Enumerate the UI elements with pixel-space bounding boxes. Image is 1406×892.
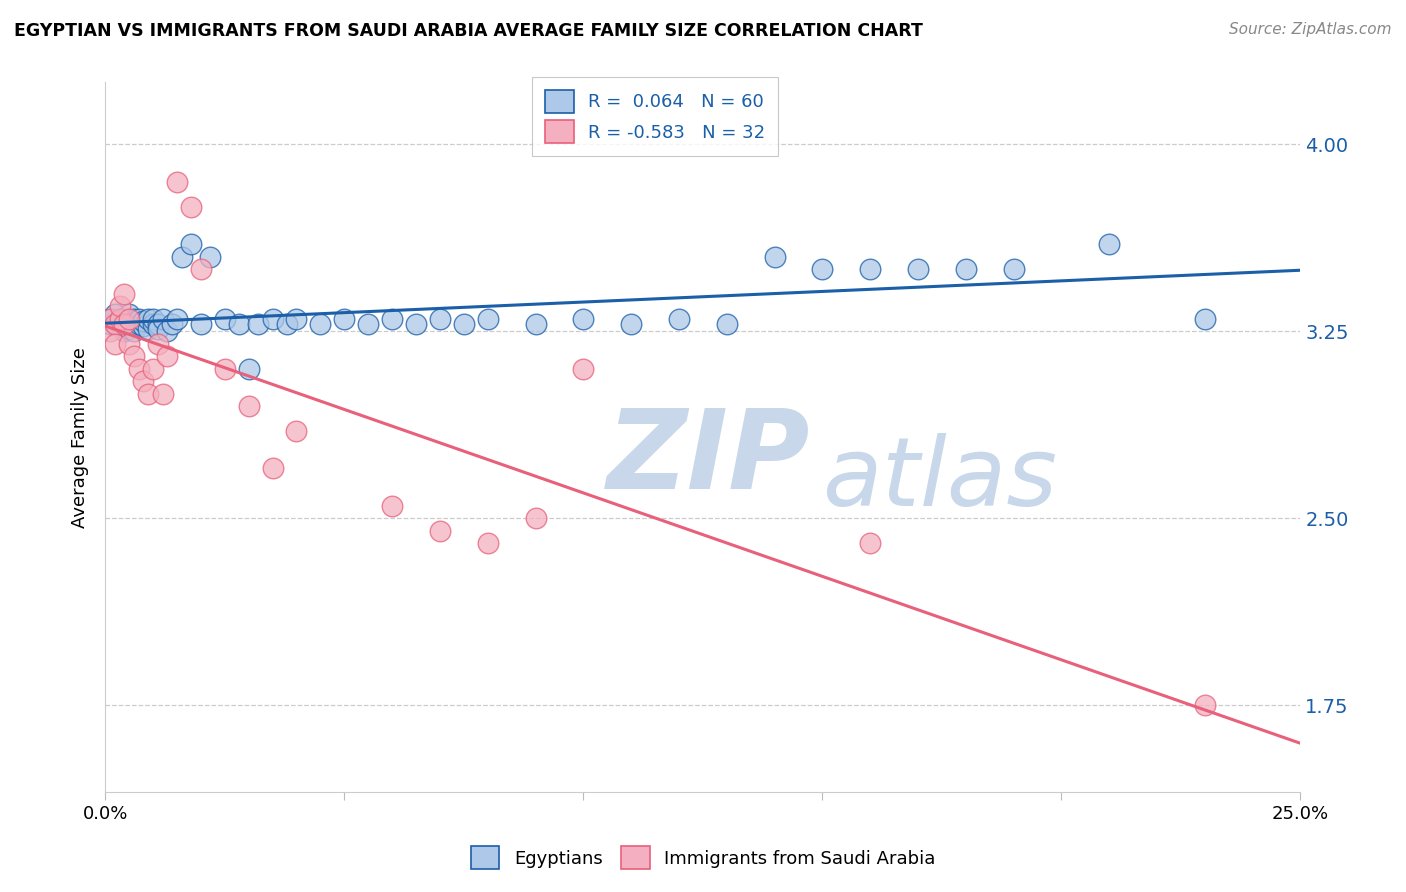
Point [429, 311, 451, 326]
Point [136, 311, 159, 326]
Point [132, 314, 155, 328]
Point [180, 237, 202, 252]
Point [572, 311, 595, 326]
Point [104, 336, 127, 351]
Point [122, 349, 145, 363]
Text: Source: ZipAtlas.com: Source: ZipAtlas.com [1229, 22, 1392, 37]
Point [214, 311, 236, 326]
Point [118, 307, 141, 321]
Point [477, 311, 499, 326]
Point [108, 317, 131, 331]
Point [716, 317, 738, 331]
Point [146, 322, 169, 336]
Point [166, 311, 188, 326]
Point [811, 262, 834, 277]
Point [170, 250, 193, 264]
Point [1194, 311, 1216, 326]
Point [118, 336, 141, 351]
Point [142, 311, 165, 326]
Point [620, 317, 643, 331]
Point [112, 287, 135, 301]
Point [955, 262, 977, 277]
Point [405, 317, 427, 331]
Point [247, 317, 270, 331]
Point [285, 424, 308, 438]
Point [1098, 237, 1121, 252]
Text: EGYPTIAN VS IMMIGRANTS FROM SAUDI ARABIA AVERAGE FAMILY SIZE CORRELATION CHART: EGYPTIAN VS IMMIGRANTS FROM SAUDI ARABIA… [14, 22, 922, 40]
Y-axis label: Average Family Size: Average Family Size [72, 347, 89, 528]
Point [572, 361, 595, 376]
Point [381, 499, 404, 513]
Point [238, 399, 260, 413]
Point [142, 317, 165, 331]
Point [128, 317, 150, 331]
Point [108, 300, 131, 314]
Point [112, 324, 135, 338]
Point [276, 317, 298, 331]
Point [108, 311, 131, 326]
Point [309, 317, 332, 331]
Point [122, 324, 145, 338]
Legend: R =  0.064   N = 60, R = -0.583   N = 32: R = 0.064 N = 60, R = -0.583 N = 32 [531, 77, 778, 156]
Point [668, 311, 690, 326]
Text: atlas: atlas [823, 434, 1057, 526]
Point [214, 361, 236, 376]
Point [146, 317, 169, 331]
Point [156, 324, 179, 338]
Point [152, 311, 174, 326]
Point [112, 311, 135, 326]
Point [132, 374, 155, 388]
Point [152, 386, 174, 401]
Point [122, 311, 145, 326]
Point [98, 324, 121, 338]
Point [1194, 698, 1216, 712]
Point [104, 317, 127, 331]
Point [262, 311, 284, 326]
Point [98, 317, 121, 331]
Point [136, 322, 159, 336]
Point [333, 311, 356, 326]
Point [859, 536, 882, 550]
Point [285, 311, 308, 326]
Point [136, 386, 159, 401]
Point [160, 317, 183, 331]
Point [524, 511, 547, 525]
Point [228, 317, 250, 331]
Point [429, 524, 451, 538]
Point [132, 319, 155, 334]
Point [453, 317, 475, 331]
Point [763, 250, 786, 264]
Point [112, 317, 135, 331]
Point [190, 262, 212, 277]
Point [357, 317, 380, 331]
Point [262, 461, 284, 475]
Legend: Egyptians, Immigrants from Saudi Arabia: Egyptians, Immigrants from Saudi Arabia [461, 838, 945, 879]
Point [128, 311, 150, 326]
Point [907, 262, 929, 277]
Point [381, 311, 404, 326]
Point [104, 307, 127, 321]
Point [104, 317, 127, 331]
Point [122, 317, 145, 331]
Point [200, 250, 222, 264]
Point [238, 361, 260, 376]
Point [98, 311, 121, 326]
Point [180, 200, 202, 214]
Point [477, 536, 499, 550]
Point [98, 311, 121, 326]
Point [190, 317, 212, 331]
Point [118, 317, 141, 331]
Text: ZIP: ZIP [607, 405, 811, 512]
Point [118, 311, 141, 326]
Point [142, 361, 165, 376]
Point [146, 336, 169, 351]
Point [859, 262, 882, 277]
Point [128, 361, 150, 376]
Point [524, 317, 547, 331]
Point [156, 349, 179, 363]
Point [108, 311, 131, 326]
Point [118, 322, 141, 336]
Point [166, 175, 188, 189]
Point [1002, 262, 1025, 277]
